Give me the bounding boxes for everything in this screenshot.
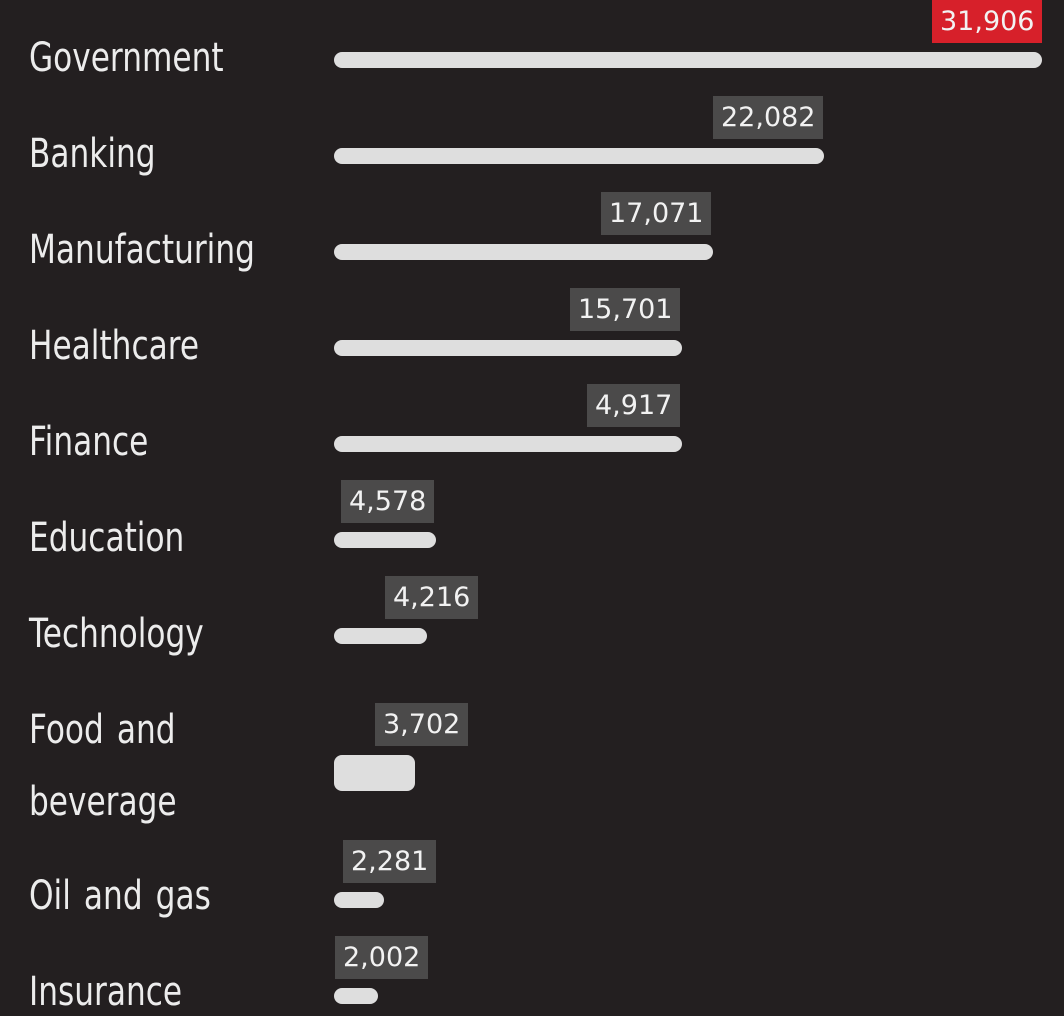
- category-label: Manufacturing: [29, 227, 255, 273]
- data-label: 2,281: [343, 840, 437, 883]
- bar: [334, 892, 384, 908]
- data-label: 31,906: [932, 0, 1043, 43]
- category-label: Technology: [29, 611, 204, 657]
- bar: [334, 52, 1042, 68]
- category-label: Insurance: [29, 969, 183, 1015]
- bar: [334, 436, 682, 452]
- bar: [334, 755, 415, 791]
- data-label: 4,216: [385, 576, 479, 619]
- data-label: 15,701: [570, 288, 681, 331]
- category-label: Education: [29, 515, 185, 561]
- data-label: 4,578: [341, 480, 435, 523]
- bar: [334, 988, 378, 1004]
- category-label: Healthcare: [29, 323, 200, 369]
- category-label: Government: [29, 35, 224, 81]
- category-label: Oil and gas: [29, 873, 211, 919]
- bar: [334, 148, 824, 164]
- data-label: 17,071: [601, 192, 712, 235]
- data-label: 3,702: [375, 703, 469, 746]
- category-label: Food and beverage: [29, 707, 177, 825]
- bar: [334, 628, 427, 644]
- category-label: Finance: [29, 419, 149, 465]
- data-label: 4,917: [587, 384, 681, 427]
- data-label: 2,002: [335, 936, 429, 979]
- bar: [334, 532, 436, 548]
- data-label: 22,082: [713, 96, 824, 139]
- bar: [334, 244, 713, 260]
- category-label: Banking: [29, 131, 156, 177]
- bar: [334, 340, 682, 356]
